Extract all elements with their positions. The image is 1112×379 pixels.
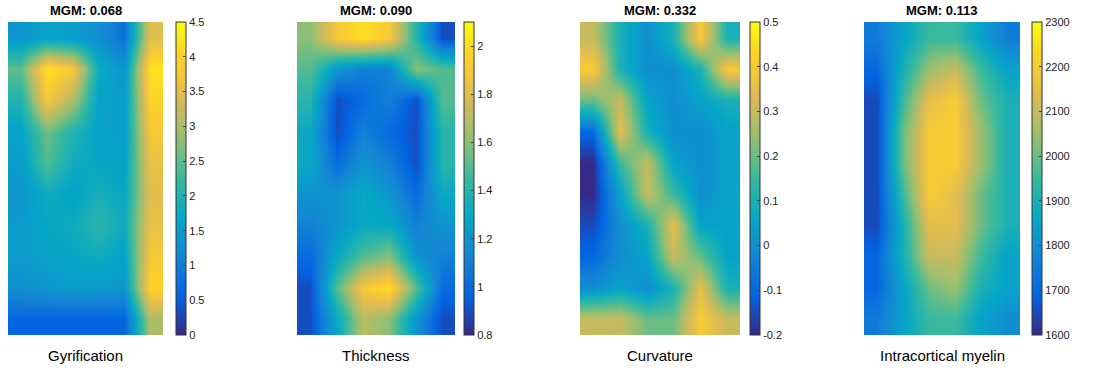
svg-text:1.4: 1.4 bbox=[477, 184, 492, 196]
svg-text:1.6: 1.6 bbox=[477, 136, 492, 148]
svg-text:1.8: 1.8 bbox=[477, 88, 492, 100]
svg-text:2200: 2200 bbox=[1045, 61, 1069, 73]
svg-text:1800: 1800 bbox=[1045, 239, 1069, 251]
svg-text:0: 0 bbox=[763, 239, 769, 251]
svg-text:Thickness: Thickness bbox=[342, 347, 410, 364]
svg-text:1700: 1700 bbox=[1045, 284, 1069, 296]
svg-text:MGM: 0.113: MGM: 0.113 bbox=[906, 3, 978, 18]
svg-text:1: 1 bbox=[477, 281, 483, 293]
svg-text:2100: 2100 bbox=[1045, 105, 1069, 117]
svg-text:0.1: 0.1 bbox=[763, 195, 778, 207]
svg-text:-0.2: -0.2 bbox=[763, 329, 782, 341]
svg-text:4: 4 bbox=[189, 51, 195, 63]
svg-text:1900: 1900 bbox=[1045, 195, 1069, 207]
svg-text:0.2: 0.2 bbox=[763, 150, 778, 162]
svg-text:MGM: 0.068: MGM: 0.068 bbox=[50, 3, 122, 18]
svg-text:-0.1: -0.1 bbox=[763, 284, 782, 296]
svg-text:MGM: 0.332: MGM: 0.332 bbox=[624, 3, 696, 18]
svg-text:0.4: 0.4 bbox=[763, 61, 778, 73]
svg-text:MGM: 0.090: MGM: 0.090 bbox=[340, 3, 412, 18]
svg-text:1: 1 bbox=[189, 259, 195, 271]
svg-text:0.8: 0.8 bbox=[477, 329, 492, 341]
svg-text:0.5: 0.5 bbox=[763, 16, 778, 28]
svg-text:Gyrification: Gyrification bbox=[48, 347, 123, 364]
svg-text:4.5: 4.5 bbox=[189, 16, 204, 28]
svg-text:3: 3 bbox=[189, 120, 195, 132]
svg-text:1600: 1600 bbox=[1045, 329, 1069, 341]
svg-text:2: 2 bbox=[477, 40, 483, 52]
svg-text:2.5: 2.5 bbox=[189, 155, 204, 167]
svg-text:1.5: 1.5 bbox=[189, 225, 204, 237]
svg-text:2300: 2300 bbox=[1045, 16, 1069, 28]
svg-text:Intracortical myelin: Intracortical myelin bbox=[880, 347, 1005, 364]
svg-text:2: 2 bbox=[189, 190, 195, 202]
svg-text:2000: 2000 bbox=[1045, 150, 1069, 162]
svg-text:3.5: 3.5 bbox=[189, 85, 204, 97]
svg-text:0.3: 0.3 bbox=[763, 105, 778, 117]
svg-text:Curvature: Curvature bbox=[627, 347, 693, 364]
svg-text:0.5: 0.5 bbox=[189, 294, 204, 306]
svg-text:1.2: 1.2 bbox=[477, 233, 492, 245]
svg-text:0: 0 bbox=[189, 329, 195, 341]
